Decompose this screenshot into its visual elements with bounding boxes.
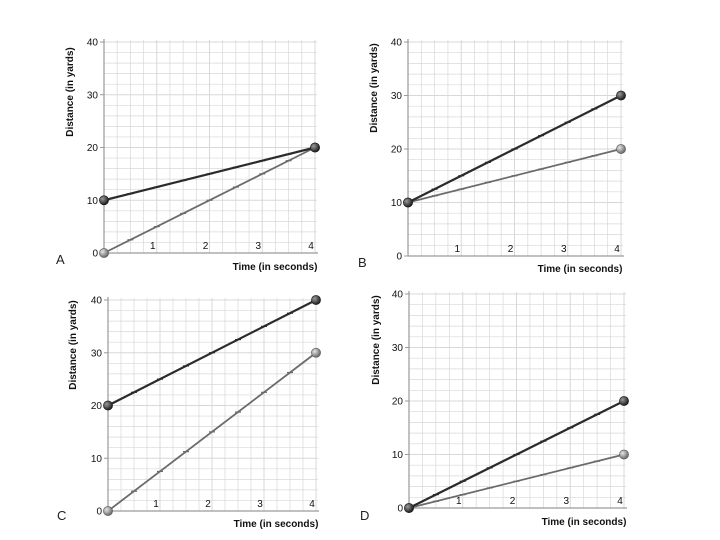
y-axis-label: Distance (in yards) — [371, 295, 382, 384]
y-tick-label: 20 — [91, 401, 103, 412]
grid — [407, 40, 623, 257]
data-point-light — [616, 144, 626, 154]
y-tick-label: 30 — [391, 91, 403, 102]
y-tick-label: 0 — [92, 249, 98, 260]
y-axis-label: Distance (in yards) — [68, 300, 79, 389]
data-point-dark — [103, 400, 113, 411]
x-tick-label: 1 — [153, 499, 159, 510]
data-point-light — [99, 248, 109, 258]
data-point-dark — [311, 295, 321, 305]
y-tick-label: 10 — [392, 450, 404, 461]
x-tick-label: 2 — [205, 499, 211, 510]
x-tick-label: 3 — [563, 496, 569, 507]
y-tick-label: 20 — [391, 145, 403, 156]
y-tick-label: 20 — [87, 143, 99, 154]
chart-panel-c: C 0 10 20 30 40 1 2 3 4 Time (in seconds) Distance… — [57, 295, 321, 530]
y-tick-label: 30 — [87, 90, 99, 101]
y-tick-label: 0 — [397, 504, 403, 515]
grid — [408, 292, 626, 509]
y-tick-label: 40 — [91, 296, 103, 307]
y-tick-label: 40 — [391, 38, 403, 49]
x-tick-label: 2 — [203, 241, 209, 252]
y-tick-label: 10 — [87, 196, 99, 207]
y-axis-label: Distance (in yards) — [369, 43, 380, 132]
data-point-light — [311, 347, 321, 358]
chart-a-svg: 0 10 20 30 40 1 2 3 4 Time (in seconds) Distance (… — [65, 38, 320, 273]
x-tick-label: 1 — [150, 241, 156, 252]
data-point-dark — [404, 503, 414, 513]
y-tick-label: 0 — [96, 507, 102, 518]
chart-c-svg: 0 10 20 30 40 1 2 3 4 Time (in seconds) Distance (… — [68, 295, 321, 530]
chart-b-svg: 0 10 20 30 40 1 2 3 4 Time (in seconds) Distance (… — [369, 38, 626, 275]
y-tick-label: 40 — [392, 290, 404, 301]
x-tick-label: 2 — [508, 244, 514, 255]
x-tick-label: 1 — [456, 496, 462, 507]
x-tick-label: 3 — [257, 499, 263, 510]
y-tick-label: 10 — [391, 198, 403, 209]
y-tick-label: 40 — [87, 38, 99, 49]
chart-panel-b: B 0 10 20 30 40 1 2 3 4 Time (in seconds) Distance… — [358, 38, 626, 275]
chart-panel-a: A 0 10 20 30 40 1 2 3 4 Time (in seconds) Distance… — [0, 0, 360, 280]
panel-label: B — [358, 255, 367, 270]
x-tick-label: 2 — [510, 496, 516, 507]
x-tick-label: 1 — [454, 244, 460, 255]
y-tick-label: 10 — [91, 454, 103, 465]
x-axis-label: Time (in seconds) — [538, 264, 623, 275]
x-tick-label: 3 — [255, 241, 261, 252]
x-axis-label: Time (in seconds) — [542, 517, 627, 528]
x-tick-label: 3 — [561, 244, 567, 255]
data-point-dark — [619, 396, 629, 406]
y-tick-label: 20 — [392, 397, 404, 408]
data-point-light — [619, 449, 629, 460]
data-point-light — [103, 506, 113, 516]
data-point-dark — [99, 195, 109, 206]
panel-label: A — [56, 252, 65, 267]
y-tick-label: 0 — [396, 252, 402, 263]
data-point-dark — [310, 142, 320, 153]
x-tick-label: 4 — [614, 244, 620, 255]
data-point-dark — [616, 90, 626, 101]
data-point-dark — [403, 197, 413, 208]
x-tick-label: 4 — [308, 241, 314, 252]
y-tick-label: 30 — [91, 348, 103, 359]
x-tick-label: 4 — [309, 499, 315, 510]
y-tick-label: 30 — [392, 343, 404, 354]
x-axis-label: Time (in seconds) — [233, 262, 318, 273]
panel-label: C — [57, 508, 67, 523]
x-axis-label: Time (in seconds) — [234, 519, 319, 530]
panel-label: D — [360, 508, 370, 523]
x-tick-label: 4 — [617, 496, 623, 507]
y-axis-label: Distance (in yards) — [65, 47, 76, 136]
